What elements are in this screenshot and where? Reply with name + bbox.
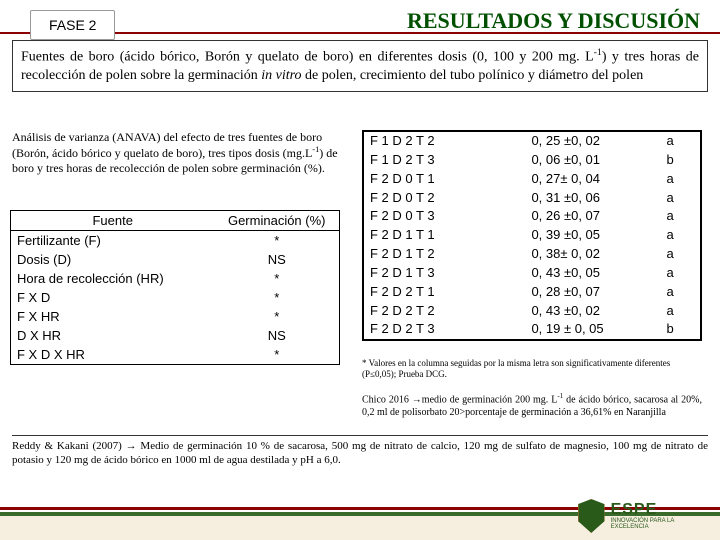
- reference-reddy: Reddy & Kakani (2007) → Medio de germina…: [12, 435, 708, 468]
- table-row: F 2 D 2 T 10, 28 ±0, 07a: [363, 283, 701, 302]
- treatment-value: 0, 28 ±0, 07: [491, 283, 660, 302]
- table-row: F 1 D 2 T 30, 06 ±0, 01b: [363, 151, 701, 170]
- description-box: Fuentes de boro (ácido bórico, Borón y q…: [12, 40, 708, 92]
- reference-chico: Chico 2016 →medio de germinación 200 mg.…: [362, 392, 702, 419]
- treatment-value: 0, 06 ±0, 01: [491, 151, 660, 170]
- th-germ: Germinación (%): [228, 213, 326, 228]
- treatment-code: F 2 D 0 T 3: [363, 207, 491, 226]
- treatment-value: 0, 39 ±0, 05: [491, 226, 660, 245]
- germ-cell: NS: [214, 326, 339, 345]
- treatment-group: b: [660, 151, 701, 170]
- desc-text-c: de polen, crecimiento del tubo polínico …: [302, 68, 644, 83]
- treatment-code: F 2 D 0 T 2: [363, 189, 491, 208]
- treatment-group: a: [660, 245, 701, 264]
- source-cell: Fertilizante (F): [11, 231, 215, 251]
- treatment-code: F 2 D 1 T 1: [363, 226, 491, 245]
- source-cell: F X D: [11, 288, 215, 307]
- treatment-group: b: [660, 320, 701, 340]
- desc-sup1: -1: [594, 47, 602, 58]
- source-cell: F X D X HR: [11, 345, 215, 365]
- table-row: D X HRNS: [11, 326, 340, 345]
- phase-label: FASE 2: [30, 10, 115, 40]
- shield-icon: [578, 499, 605, 533]
- table-footnote: * Valores en la columna seguidas por la …: [362, 358, 702, 380]
- anava-line1: Análisis de varianza (ANAVA) del efecto …: [12, 130, 322, 160]
- treatment-code: F 2 D 1 T 3: [363, 264, 491, 283]
- treatment-group: a: [660, 302, 701, 321]
- treatment-value: 0, 25 ±0, 02: [491, 131, 660, 151]
- anava-caption: Análisis de varianza (ANAVA) del efecto …: [12, 130, 342, 176]
- source-cell: F X HR: [11, 307, 215, 326]
- desc-italic: in vitro: [261, 68, 301, 83]
- page-title: RESULTADOS Y DISCUSIÓN: [407, 8, 700, 34]
- source-cell: Dosis (D): [11, 250, 215, 269]
- table-row: Hora de recolección (HR)*: [11, 269, 340, 288]
- table-row: F 1 D 2 T 20, 25 ±0, 02a: [363, 131, 701, 151]
- treatment-group: a: [660, 283, 701, 302]
- source-cell: Hora de recolección (HR): [11, 269, 215, 288]
- logo-tagline: INNOVACIÓN PARA LA EXCELENCIA: [611, 518, 708, 530]
- table-row: F 2 D 1 T 20, 38± 0, 02a: [363, 245, 701, 264]
- logo-name: ESPE: [611, 502, 708, 518]
- treatment-group: a: [660, 131, 701, 151]
- treatment-code: F 2 D 2 T 3: [363, 320, 491, 340]
- source-cell: D X HR: [11, 326, 215, 345]
- treatment-code: F 2 D 2 T 2: [363, 302, 491, 321]
- table-row: F 2 D 1 T 10, 39 ±0, 05a: [363, 226, 701, 245]
- desc-text-a: Fuentes de boro (ácido bórico, Borón y q…: [21, 50, 594, 65]
- rn2-a: Chico 2016 →medio de germinación 200 mg.…: [362, 394, 557, 405]
- table-row: F X D*: [11, 288, 340, 307]
- table-row: Dosis (D)NS: [11, 250, 340, 269]
- th-fuente: Fuente: [92, 213, 132, 228]
- treatment-group: a: [660, 264, 701, 283]
- treatment-value: 0, 43 ±0, 02: [491, 302, 660, 321]
- table-row: F X D X HR*: [11, 345, 340, 365]
- logo: ESPE INNOVACIÓN PARA LA EXCELENCIA: [578, 496, 708, 536]
- treatment-value: 0, 26 ±0, 07: [491, 207, 660, 226]
- treatment-code: F 1 D 2 T 3: [363, 151, 491, 170]
- logo-text: ESPE INNOVACIÓN PARA LA EXCELENCIA: [611, 502, 708, 530]
- germ-cell: *: [214, 345, 339, 365]
- treatment-value: 0, 27± 0, 04: [491, 170, 660, 189]
- table-row: F X HR*: [11, 307, 340, 326]
- treatment-group: a: [660, 226, 701, 245]
- treatments-table: F 1 D 2 T 20, 25 ±0, 02aF 1 D 2 T 30, 06…: [362, 130, 702, 341]
- germ-cell: *: [214, 231, 339, 251]
- table-row: F 2 D 1 T 30, 43 ±0, 05a: [363, 264, 701, 283]
- germ-cell: NS: [214, 250, 339, 269]
- table-row: Fertilizante (F)*: [11, 231, 340, 251]
- treatment-value: 0, 31 ±0, 06: [491, 189, 660, 208]
- treatment-code: F 2 D 0 T 1: [363, 170, 491, 189]
- table-row: F 2 D 0 T 10, 27± 0, 04a: [363, 170, 701, 189]
- germ-cell: *: [214, 288, 339, 307]
- treatment-value: 0, 19 ± 0, 05: [491, 320, 660, 340]
- table-row: F 2 D 0 T 20, 31 ±0, 06a: [363, 189, 701, 208]
- table-row: F 2 D 2 T 30, 19 ± 0, 05b: [363, 320, 701, 340]
- treatment-group: a: [660, 170, 701, 189]
- table-row: F 2 D 2 T 20, 43 ±0, 02a: [363, 302, 701, 321]
- table-row: F 2 D 0 T 30, 26 ±0, 07a: [363, 207, 701, 226]
- germ-cell: *: [214, 269, 339, 288]
- treatment-value: 0, 38± 0, 02: [491, 245, 660, 264]
- treatment-code: F 2 D 2 T 1: [363, 283, 491, 302]
- treatment-code: F 2 D 1 T 2: [363, 245, 491, 264]
- anova-table: Fuente Germinación (%) Fertilizante (F)*…: [10, 210, 340, 365]
- treatment-group: a: [660, 189, 701, 208]
- treatment-code: F 1 D 2 T 2: [363, 131, 491, 151]
- treatment-group: a: [660, 207, 701, 226]
- treatment-value: 0, 43 ±0, 05: [491, 264, 660, 283]
- germ-cell: *: [214, 307, 339, 326]
